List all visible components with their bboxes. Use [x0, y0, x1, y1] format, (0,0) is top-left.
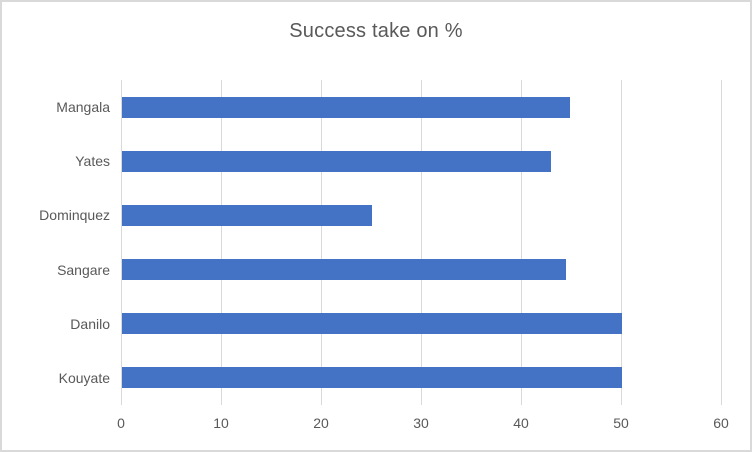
x-tick-label: 0: [117, 415, 125, 431]
gridline-10: [221, 80, 222, 405]
gridline-0: [121, 80, 122, 405]
bar-mangala: [122, 96, 570, 118]
gridline-60: [721, 80, 722, 405]
gridline-40: [521, 80, 522, 405]
gridline-30: [421, 80, 422, 405]
chart-title: Success take on %: [289, 20, 463, 42]
gridline-50: [621, 80, 622, 405]
x-tick-label: 30: [413, 415, 429, 431]
x-tick-label: 10: [213, 415, 229, 431]
bar-kouyate: [122, 367, 622, 389]
bar-yates: [122, 150, 551, 172]
bar-dominquez: [122, 204, 372, 226]
category-label-mangala: Mangala: [56, 99, 110, 116]
gridline-20: [321, 80, 322, 405]
category-label-yates: Yates: [75, 153, 110, 170]
x-tick-label: 60: [713, 415, 729, 431]
x-tick-label: 40: [513, 415, 529, 431]
x-tick-label: 50: [613, 415, 629, 431]
bar-danilo: [122, 313, 622, 335]
category-label-dominquez: Dominquez: [39, 207, 110, 224]
category-label-kouyate: Kouyate: [58, 369, 110, 386]
category-label-danilo: Danilo: [70, 315, 110, 332]
category-label-sangare: Sangare: [57, 261, 110, 278]
bar-sangare: [122, 259, 566, 281]
x-tick-label: 20: [313, 415, 329, 431]
